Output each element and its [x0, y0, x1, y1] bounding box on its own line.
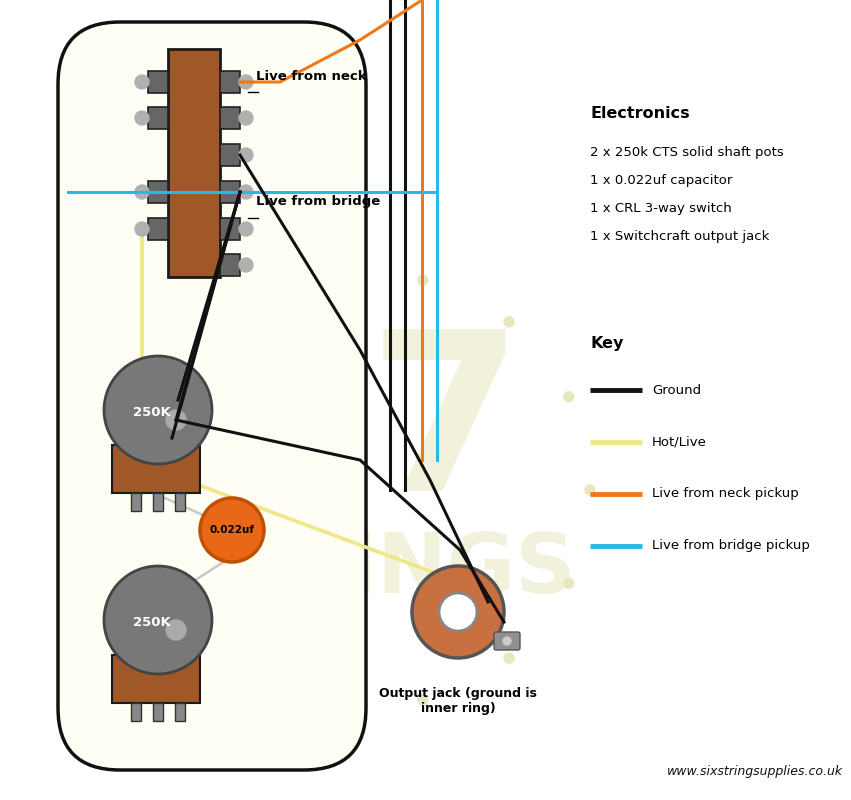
Circle shape — [135, 75, 149, 89]
Text: Live from bridge: Live from bridge — [256, 195, 380, 208]
Text: Live from bridge pickup: Live from bridge pickup — [652, 539, 810, 553]
Bar — [175, 703, 185, 721]
Bar — [220, 144, 240, 166]
Circle shape — [585, 485, 595, 495]
Circle shape — [439, 593, 477, 631]
Text: www.sixstringsupplies.co.uk: www.sixstringsupplies.co.uk — [667, 765, 843, 778]
Circle shape — [239, 258, 253, 272]
Circle shape — [504, 653, 514, 663]
Circle shape — [563, 392, 574, 402]
FancyBboxPatch shape — [494, 632, 520, 650]
Text: 1 x CRL 3-way switch: 1 x CRL 3-way switch — [590, 202, 732, 215]
Circle shape — [239, 111, 253, 125]
Circle shape — [176, 578, 186, 588]
Circle shape — [503, 637, 511, 645]
Bar — [112, 655, 200, 703]
Bar — [148, 181, 168, 203]
Circle shape — [135, 111, 149, 125]
Bar — [153, 703, 163, 721]
Text: 250K: 250K — [133, 406, 171, 418]
Text: 1 x 0.022uf capacitor: 1 x 0.022uf capacitor — [590, 174, 733, 187]
Bar — [153, 493, 163, 511]
Circle shape — [239, 75, 253, 89]
Circle shape — [166, 410, 186, 430]
Text: Hot/Live: Hot/Live — [652, 435, 707, 449]
Text: 2 x 250k CTS solid shaft pots: 2 x 250k CTS solid shaft pots — [590, 146, 784, 159]
Circle shape — [176, 392, 186, 402]
Circle shape — [135, 185, 149, 199]
Circle shape — [412, 566, 504, 658]
Circle shape — [504, 317, 514, 327]
Circle shape — [155, 485, 165, 495]
Circle shape — [236, 317, 246, 327]
Circle shape — [104, 566, 212, 674]
Text: Live from neck: Live from neck — [256, 70, 367, 83]
Text: 57: 57 — [215, 323, 524, 537]
Circle shape — [104, 356, 212, 464]
Text: Live from neck pickup: Live from neck pickup — [652, 487, 799, 501]
Circle shape — [323, 694, 332, 705]
Bar — [220, 254, 240, 276]
Circle shape — [166, 620, 186, 640]
Text: 250K: 250K — [133, 615, 171, 629]
FancyBboxPatch shape — [58, 22, 366, 770]
Bar — [220, 218, 240, 240]
Circle shape — [418, 694, 428, 705]
Text: Output jack (ground is
inner ring): Output jack (ground is inner ring) — [379, 687, 537, 715]
Bar — [131, 703, 141, 721]
Circle shape — [236, 653, 246, 663]
Bar — [148, 107, 168, 129]
Circle shape — [563, 578, 574, 588]
Bar — [168, 49, 220, 277]
Bar — [148, 218, 168, 240]
Text: 0.022uf: 0.022uf — [209, 525, 254, 535]
Circle shape — [200, 498, 264, 562]
Text: STRINGS: STRINGS — [165, 530, 575, 610]
Text: Ground: Ground — [652, 383, 701, 397]
Bar — [175, 493, 185, 511]
Circle shape — [418, 275, 428, 286]
Circle shape — [239, 185, 253, 199]
Bar — [112, 445, 200, 493]
Text: Electronics: Electronics — [590, 106, 689, 121]
Bar — [220, 71, 240, 93]
Circle shape — [135, 222, 149, 236]
Bar — [220, 181, 240, 203]
Circle shape — [239, 222, 253, 236]
Text: Key: Key — [590, 336, 624, 351]
Bar — [220, 107, 240, 129]
Bar — [148, 71, 168, 93]
Circle shape — [239, 148, 253, 162]
Circle shape — [323, 275, 332, 286]
Text: 1 x Switchcraft output jack: 1 x Switchcraft output jack — [590, 230, 769, 243]
Bar — [131, 493, 141, 511]
